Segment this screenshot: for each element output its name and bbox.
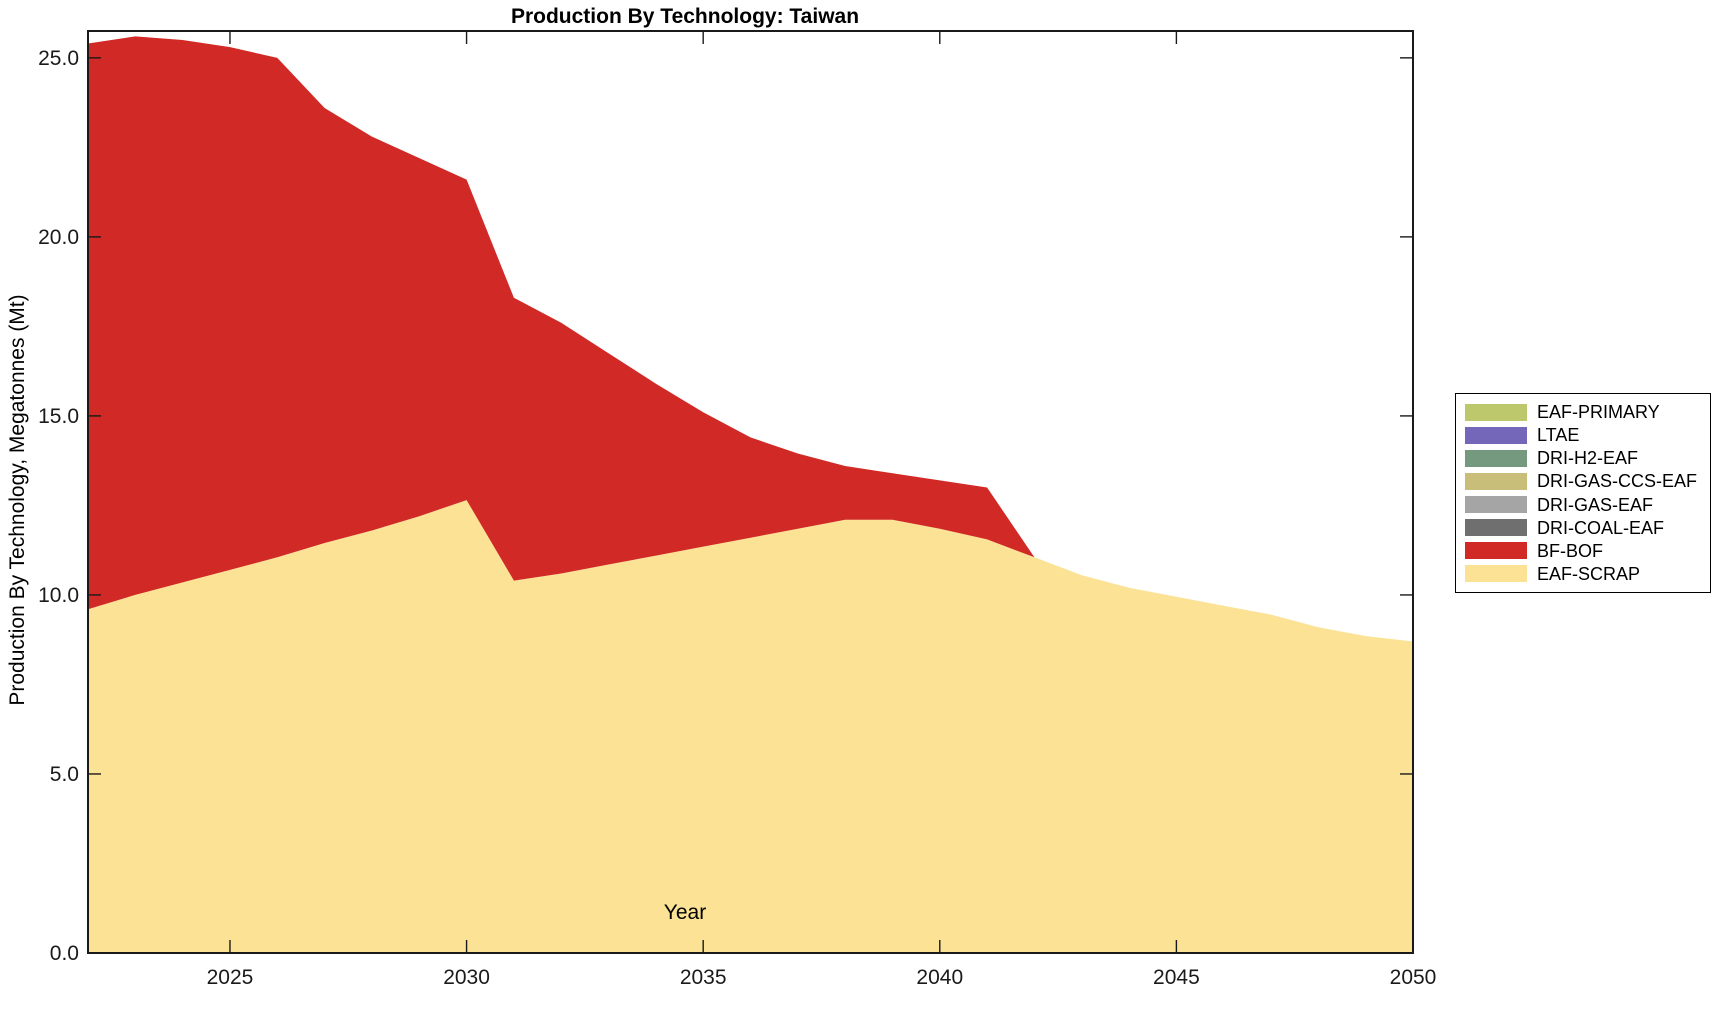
area-series-bf-bof [88,36,1413,642]
y-tick-label: 15.0 [38,405,79,428]
y-tick-label: 20.0 [38,226,79,249]
y-tick-label: 0.0 [50,942,79,965]
legend-item-eaf-primary: EAF-PRIMARY [1456,403,1710,421]
x-tick-label: 2040 [916,966,963,989]
x-tick-label: 2035 [680,966,727,989]
legend-swatch [1465,449,1527,467]
y-axis-label: Production By Technology, Megatonnes (Mt… [6,294,29,706]
legend-label: BF-BOF [1537,540,1603,561]
y-tick-label: 10.0 [38,584,79,607]
legend-label: DRI-H2-EAF [1537,448,1639,469]
legend-swatch [1465,426,1527,444]
legend-label: EAF-PRIMARY [1537,402,1660,422]
legend-label: DRI-GAS-EAF [1537,494,1654,515]
chart-title: Production By Technology: Taiwan [510,5,860,28]
legend-label: EAF-SCRAP [1537,563,1641,584]
legend: EAF-PRIMARY LTAE DRI-H2-EAF DRI-GAS-CCS-EAF… [1455,393,1711,593]
legend-item-dri-coal-eaf: DRI-COAL-EAF [1456,519,1710,537]
legend-item-dri-gas-eaf: DRI-GAS-EAF [1456,496,1710,514]
x-tick-label: 2030 [443,966,490,989]
legend-label: DRI-GAS-CCS-EAF [1537,471,1698,492]
legend-item-eaf-scrap: EAF-SCRAP [1456,565,1710,583]
legend-swatch [1465,403,1527,421]
legend-swatch [1465,472,1527,490]
legend-swatch [1465,519,1527,537]
x-axis-label: Year [663,901,707,924]
legend-item-ltae: LTAE [1456,426,1710,444]
legend-swatch [1465,565,1527,583]
legend-item-dri-h2-eaf: DRI-H2-EAF [1456,449,1710,467]
legend-item-dri-gas-ccs-eaf: DRI-GAS-CCS-EAF [1456,472,1710,490]
x-tick-label: 2025 [207,966,254,989]
plot-border [87,30,1414,954]
legend-label: LTAE [1537,425,1580,446]
legend-label: DRI-COAL-EAF [1537,517,1665,538]
y-tick-label: 25.0 [38,47,79,70]
legend-item-bf-bof: BF-BOF [1456,542,1710,560]
y-tick-label: 5.0 [50,763,79,786]
x-tick-label: 2050 [1390,966,1437,989]
legend-swatch [1465,496,1527,514]
x-tick-label: 2045 [1153,966,1200,989]
legend-swatch [1465,542,1527,560]
area-series-eaf-scrap [88,500,1413,953]
